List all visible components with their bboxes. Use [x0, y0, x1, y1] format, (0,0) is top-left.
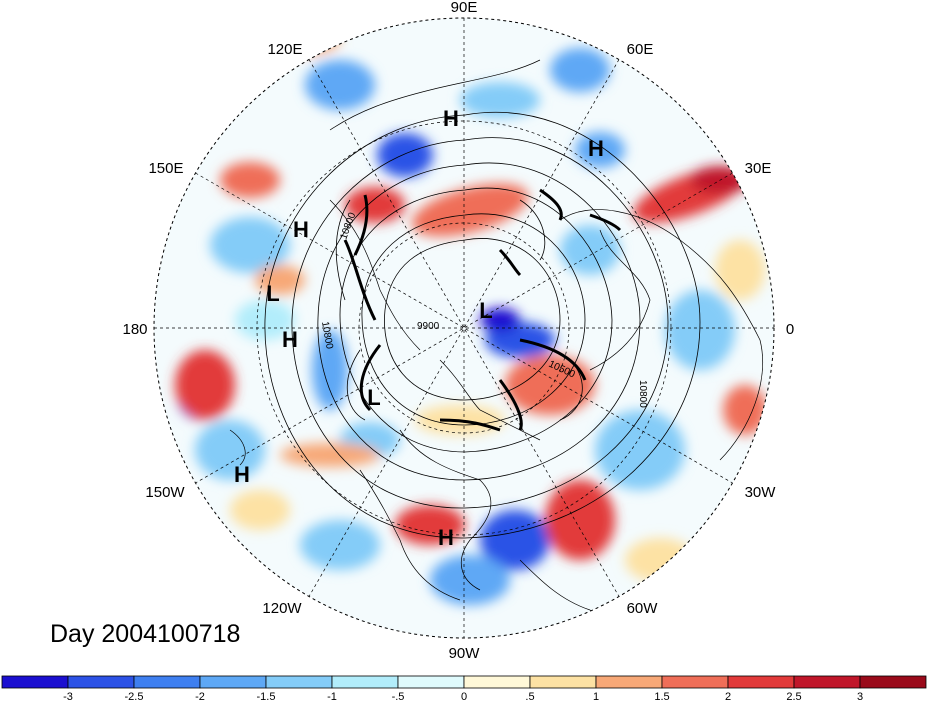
- contour-label: 9900: [417, 321, 440, 332]
- colorbar-tick-label: -2: [195, 691, 205, 702]
- contour-label: 10800: [637, 380, 648, 408]
- colorbar-tick-label: 2.5: [786, 691, 801, 702]
- colorbar-tick-label: -1.5: [257, 691, 276, 702]
- high-pressure-marker: H: [443, 106, 459, 131]
- lon-label-120w: 120W: [262, 600, 302, 617]
- lon-label-60w: 60W: [627, 600, 659, 617]
- colorbar-box: [859, 675, 927, 689]
- colorbar-box: [727, 675, 795, 689]
- colorbar-box: [265, 675, 333, 689]
- jet-streaks: [343, 188, 622, 432]
- longitude-labels: 90E 60E 30E 0 30W 60W 90W 120W 150W 180 …: [122, 0, 794, 662]
- low-pressure-marker: L: [479, 298, 492, 323]
- low-pressure-marker: L: [266, 281, 279, 306]
- high-pressure-marker: H: [588, 136, 604, 161]
- map-title: Day 2004100718: [50, 620, 241, 648]
- colorbar-box: [331, 675, 399, 689]
- colorbar: -3 -2.5 -2 -1.5 -1 -.5 0 .5 1 1.5 2 2.5 3: [1, 675, 927, 702]
- lon-label-30e: 30E: [745, 160, 772, 177]
- colorbar-box: [133, 675, 201, 689]
- anomaly-shading: [154, 18, 774, 638]
- lon-label-0: 0: [786, 321, 794, 338]
- high-pressure-marker: H: [234, 462, 250, 487]
- lon-label-120e: 120E: [267, 41, 302, 58]
- colorbar-box: [595, 675, 663, 689]
- colorbar-tick-label: 0: [461, 691, 467, 702]
- colorbar-box: [529, 675, 597, 689]
- colorbar-tick-label: 1: [593, 691, 599, 702]
- colorbar-tick-label: .5: [525, 691, 534, 702]
- coastlines: [229, 59, 763, 636]
- lon-label-90w: 90W: [449, 645, 481, 662]
- colorbar-tick-label: 1.5: [654, 691, 669, 702]
- pressure-system-markers: H H H L L H L H H: [234, 106, 604, 550]
- colorbar-ticks: -3 -2.5 -2 -1.5 -1 -.5 0 .5 1 1.5 2 2.5 3: [63, 691, 863, 702]
- colorbar-tick-label: -3: [63, 691, 73, 702]
- low-pressure-marker: L: [367, 385, 380, 410]
- colorbar-box: [661, 675, 729, 689]
- height-contours: [264, 112, 701, 539]
- graticule: [154, 18, 774, 638]
- colorbar-tick-label: 3: [857, 691, 863, 702]
- polar-stereographic-map: 90E 60E 30E 0 30W 60W 90W 120W 150W 180 …: [122, 0, 794, 662]
- colorbar-box: [793, 675, 861, 689]
- colorbar-boxes: [1, 675, 927, 689]
- colorbar-tick-label: -1: [327, 691, 337, 702]
- lon-label-150w: 150W: [145, 484, 185, 501]
- colorbar-box: [67, 675, 135, 689]
- colorbar-box: [397, 675, 465, 689]
- colorbar-tick-label: -2.5: [125, 691, 144, 702]
- colorbar-box: [199, 675, 267, 689]
- lon-label-30w: 30W: [745, 484, 777, 501]
- high-pressure-marker: H: [293, 217, 309, 242]
- lon-label-150e: 150E: [148, 160, 183, 177]
- lon-label-60e: 60E: [627, 41, 654, 58]
- contour-label: 10800: [319, 321, 335, 351]
- high-pressure-marker: H: [282, 327, 298, 352]
- high-pressure-marker: H: [438, 525, 454, 550]
- colorbar-tick-label: 2: [725, 691, 731, 702]
- lon-label-90e: 90E: [451, 0, 478, 16]
- colorbar-box: [463, 675, 531, 689]
- colorbar-tick-label: -.5: [392, 691, 405, 702]
- map-boundary: [153, 17, 775, 639]
- colorbar-box: [1, 675, 69, 689]
- lon-label-180: 180: [122, 321, 147, 338]
